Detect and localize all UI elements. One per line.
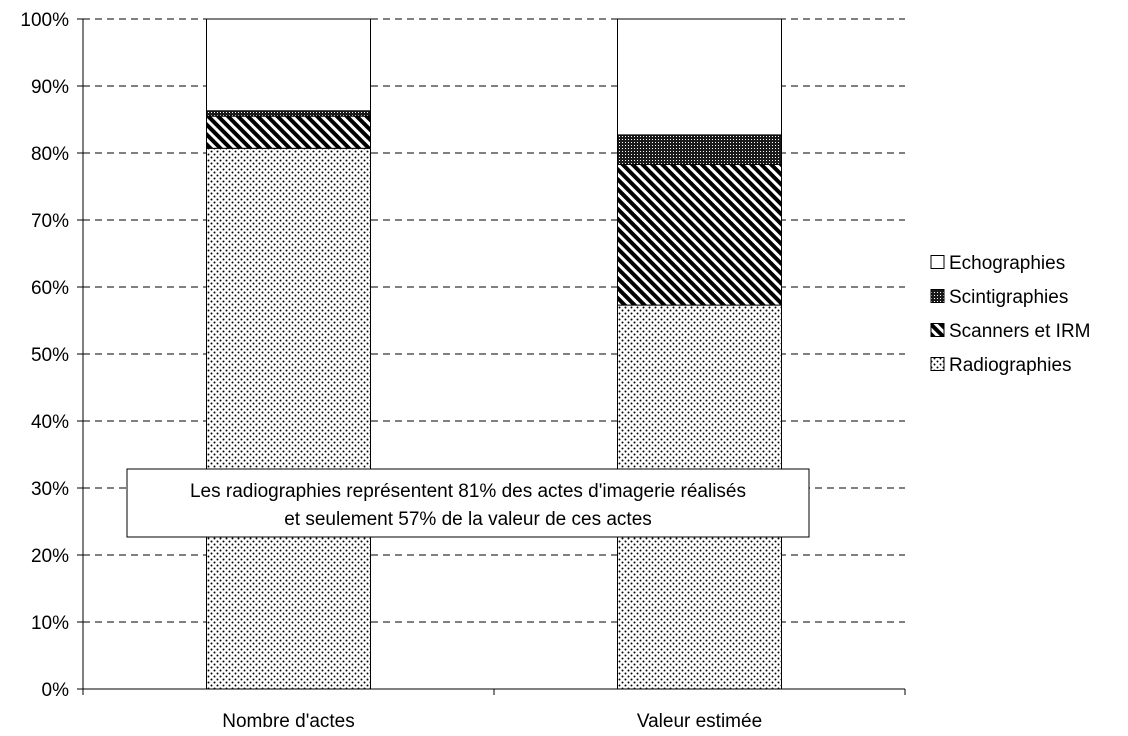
bar-segment-scanners-et-irm-1	[617, 163, 782, 306]
annotation-box: Les radiographies représentent 81% des a…	[126, 468, 810, 538]
y-tick-label: 90%	[31, 77, 69, 98]
legend-label: Scintigraphies	[949, 287, 1068, 308]
bar-segment-scintigraphies-1	[617, 134, 782, 165]
y-tick-label: 20%	[31, 546, 69, 567]
bar-segment-scintigraphies-0	[206, 110, 371, 117]
y-tick-label: 30%	[31, 479, 69, 500]
legend: Echographies Scintigraphies Scanners et IR…	[930, 253, 1091, 376]
y-tick-label: 0%	[42, 680, 70, 701]
x-axis-categories: Nombre d'actes Valeur estimée	[222, 711, 762, 732]
annotation-box-frame	[126, 468, 810, 538]
y-tick-label: 50%	[31, 345, 69, 366]
axes	[77, 18, 906, 695]
bar-segment-scanners-et-irm-0	[206, 115, 371, 149]
legend-label: Scanners et IRM	[949, 321, 1091, 342]
y-tick-label: 70%	[31, 211, 69, 232]
legend-swatch	[930, 255, 945, 269]
y-tick-label: 80%	[31, 144, 69, 165]
y-tick-label: 10%	[31, 613, 69, 634]
legend-swatch	[930, 357, 945, 371]
x-category-label: Valeur estimée	[637, 711, 762, 732]
legend-swatch	[930, 323, 945, 337]
annotation-text: et seulement 57% de la valeur de ces act…	[284, 509, 652, 530]
legend-label: Echographies	[949, 253, 1065, 274]
bar-segment-radiographies-0	[206, 147, 371, 690]
annotation-text: Les radiographies représentent 81% des a…	[190, 481, 746, 502]
legend-swatch	[930, 289, 945, 303]
bar-segment-echographies-1	[617, 18, 782, 136]
y-tick-label: 40%	[31, 412, 69, 433]
y-axis-ticks: 0% 10% 20% 30% 40% 50% 60% 70% 80% 90% 100%	[20, 10, 69, 701]
y-tick-label: 60%	[31, 278, 69, 299]
bar-segment-echographies-0	[206, 18, 371, 112]
legend-label: Radiographies	[949, 355, 1072, 376]
y-tick-label: 100%	[20, 10, 69, 31]
x-category-label: Nombre d'actes	[222, 711, 354, 732]
